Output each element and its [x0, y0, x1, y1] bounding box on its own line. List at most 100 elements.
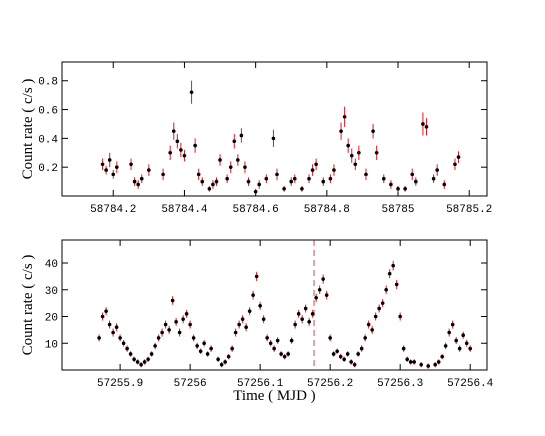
data-point: [346, 143, 350, 148]
data-point: [310, 168, 315, 172]
data-point: [211, 182, 215, 187]
data-point: [296, 312, 301, 316]
data-point: [177, 330, 182, 335]
data-point: [104, 168, 108, 172]
data-point: [209, 346, 213, 351]
data-point: [349, 360, 353, 364]
data-point: [223, 360, 227, 364]
data-point: [193, 143, 197, 148]
data-point: [182, 153, 187, 158]
x-tick-label: 58784.4: [161, 204, 208, 216]
plot-frame: [61, 61, 488, 197]
data-point: [377, 306, 381, 311]
data-point: [275, 172, 279, 177]
x-tick-label: 58784.6: [233, 204, 279, 216]
data-point: [321, 179, 326, 184]
data-point: [104, 309, 108, 313]
data-point: [243, 165, 247, 169]
data-point: [443, 344, 448, 348]
data-point: [275, 338, 280, 343]
data-point: [454, 338, 458, 343]
y-tick-label: 40: [45, 259, 58, 271]
data-point: [184, 312, 189, 316]
data-point: [286, 352, 290, 356]
x-tick-label: 57256.2: [307, 378, 353, 390]
x-tick-label: 57256.4: [447, 378, 494, 390]
data-point: [424, 125, 429, 129]
data-point: [161, 172, 165, 177]
x-axis-label: Time ( MJD ): [233, 388, 315, 404]
data-point: [174, 320, 178, 324]
data-point: [225, 176, 229, 181]
data-point: [230, 346, 234, 351]
data-point: [97, 336, 101, 340]
data-point: [149, 352, 154, 356]
data-point: [366, 322, 371, 327]
data-point: [433, 362, 437, 367]
data-point: [202, 341, 206, 346]
data-point: [233, 330, 238, 335]
data-point: [196, 172, 201, 177]
data-point: [349, 153, 354, 158]
data-point: [328, 176, 333, 181]
data-point: [258, 304, 262, 308]
data-point: [114, 325, 119, 330]
data-point: [310, 312, 315, 316]
data-point: [394, 282, 399, 287]
data-point: [171, 129, 176, 133]
data-point: [268, 341, 273, 346]
data-point: [447, 330, 451, 335]
data-point: [254, 274, 259, 279]
data-point: [219, 362, 224, 367]
data-point: [453, 162, 457, 167]
x-tick-label: 58784.8: [304, 204, 350, 216]
x-tick-label: 58785.2: [446, 204, 492, 216]
data-point: [181, 317, 185, 321]
data-point: [156, 336, 161, 340]
data-point: [450, 322, 455, 327]
data-point: [282, 186, 286, 191]
data-point: [300, 186, 304, 191]
data-point: [435, 168, 439, 172]
data-point: [370, 328, 374, 332]
data-point: [396, 186, 400, 191]
data-point: [314, 162, 318, 167]
x-tick-label: 57256.3: [377, 378, 423, 390]
data-point: [403, 186, 407, 191]
data-point: [232, 139, 237, 144]
data-point: [237, 322, 241, 327]
data-point: [331, 352, 336, 356]
data-point: [129, 162, 133, 167]
data-point: [200, 179, 205, 184]
data-point: [314, 295, 318, 300]
data-point: [412, 360, 416, 364]
data-point: [321, 277, 325, 281]
y-tick-label: 0.2: [38, 163, 58, 175]
data-point: [342, 114, 347, 119]
data-point: [251, 293, 255, 297]
x-tick-label: 58785: [382, 204, 415, 216]
data-point: [107, 158, 112, 162]
data-point: [236, 158, 240, 162]
data-point: [175, 139, 180, 144]
x-tick-label: 57255.9: [97, 378, 143, 390]
data-point: [264, 176, 269, 181]
data-point: [107, 322, 112, 327]
data-point: [214, 179, 219, 184]
data-point: [195, 344, 199, 348]
y-axis-label: Count rate ( c/s ): [20, 79, 36, 180]
data-point: [442, 182, 447, 187]
data-point: [125, 346, 129, 351]
data-point: [271, 136, 276, 141]
data-point: [136, 182, 140, 187]
data-point: [335, 349, 339, 354]
data-point: [272, 346, 276, 351]
data-point: [338, 354, 343, 359]
x-tick-label: 58784.2: [90, 204, 136, 216]
data-point: [374, 150, 379, 155]
data-point: [324, 293, 329, 297]
y-tick-label: 30: [45, 286, 58, 298]
data-point: [456, 155, 461, 159]
data-point: [410, 172, 415, 177]
data-point: [384, 287, 388, 292]
